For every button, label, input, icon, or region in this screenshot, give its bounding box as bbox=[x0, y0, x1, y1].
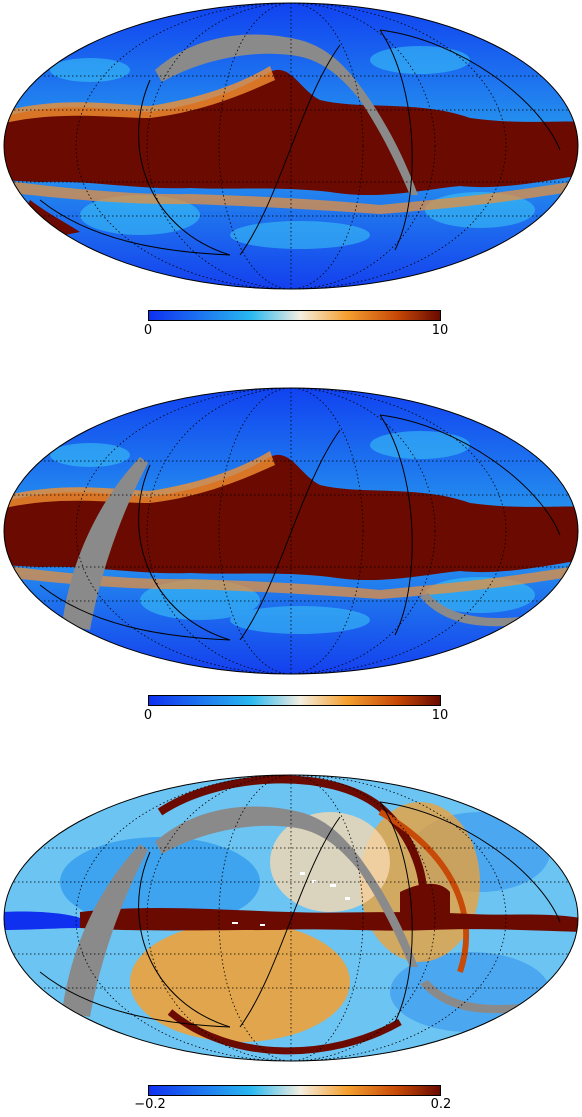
colorbar-2-min-label: 0 bbox=[143, 708, 153, 723]
map-panel-3: −0.2 0.2 bbox=[0, 772, 582, 1117]
colorbar-1-max-label: 10 bbox=[431, 323, 449, 338]
galactic-plane bbox=[80, 907, 578, 932]
graticule bbox=[10, 388, 572, 674]
ecliptic-outlines bbox=[39, 29, 561, 256]
colorbar-1-min-label: 0 bbox=[143, 323, 153, 338]
colorbar-3-max-label: 0.2 bbox=[430, 1097, 452, 1112]
mollweide-map-3 bbox=[3, 774, 579, 1062]
map-outline bbox=[3, 2, 579, 290]
colorbar-1 bbox=[148, 310, 441, 321]
ecliptic-outlines bbox=[39, 414, 561, 641]
map-outline bbox=[3, 774, 579, 1062]
colorbar-3 bbox=[148, 1085, 441, 1096]
colorbar-2 bbox=[148, 695, 441, 706]
ecliptic-outlines bbox=[39, 801, 561, 1028]
graticule bbox=[10, 3, 572, 289]
mask-region bbox=[62, 457, 148, 630]
map-panel-1: 0 10 bbox=[0, 0, 582, 350]
colorbar-3-min-label: −0.2 bbox=[134, 1097, 166, 1112]
mollweide-map-1 bbox=[3, 2, 579, 290]
graticule bbox=[10, 775, 572, 1061]
map-panel-2: 0 10 bbox=[0, 385, 582, 725]
colorbar-2-max-label: 10 bbox=[431, 708, 449, 723]
map-outline bbox=[3, 387, 579, 675]
mollweide-map-2 bbox=[3, 387, 579, 675]
